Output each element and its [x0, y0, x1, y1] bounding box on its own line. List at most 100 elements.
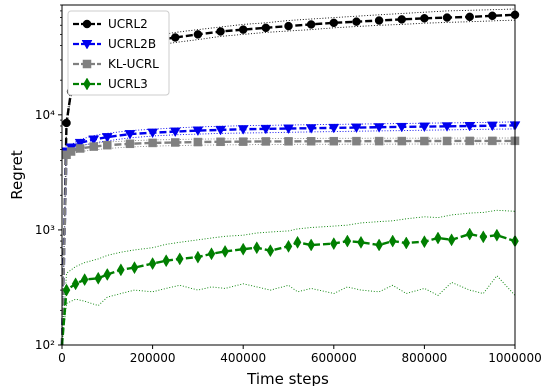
legend-box [67, 10, 170, 96]
data-point [374, 16, 384, 25]
data-point [351, 123, 362, 134]
data-point [66, 147, 76, 156]
data-point [375, 238, 383, 252]
data-point [207, 247, 216, 261]
confidence-upper-line [61, 209, 516, 346]
data-point [488, 136, 497, 146]
data-point [402, 236, 411, 250]
data-point [171, 33, 180, 42]
data-point [486, 121, 498, 132]
data-point [479, 230, 488, 244]
legend-entries: UCRL2 UCRL2B KL-UCRL UCRL3 [73, 17, 159, 91]
x-tick-label: 0 [58, 351, 66, 365]
legend-entry: UCRL2B [73, 37, 156, 51]
data-point [441, 122, 453, 132]
data-point [397, 15, 406, 24]
data-point [194, 250, 202, 264]
data-point [88, 135, 100, 146]
legend-entry: UCRL3 [73, 77, 148, 91]
data-point [343, 234, 352, 248]
data-point [117, 263, 125, 277]
data-point [420, 136, 429, 146]
data-point [464, 121, 476, 132]
x-tick-label: 200000 [130, 351, 176, 365]
data-point [193, 30, 203, 39]
legend-label: UCRL2 [108, 17, 148, 31]
data-point [388, 234, 397, 248]
y-tick-label: 10⁴ [35, 108, 55, 122]
legend-label: KL-UCRL [108, 57, 159, 71]
data-point [175, 252, 184, 266]
data-point [238, 25, 248, 34]
x-axis-title: Time steps [246, 370, 329, 386]
data-point [397, 136, 406, 146]
data-point [193, 137, 203, 147]
data-point [238, 137, 248, 146]
data-point [62, 283, 71, 297]
legend-marker [81, 40, 93, 50]
legend-marker [83, 77, 91, 91]
x-tick-label: 400000 [220, 351, 266, 365]
data-point [420, 14, 429, 23]
data-point [328, 123, 340, 134]
data-point [352, 17, 361, 26]
legend-label: UCRL2B [108, 37, 156, 51]
data-point [71, 277, 80, 291]
data-point [352, 136, 361, 146]
data-point [260, 124, 272, 135]
data-point [253, 241, 261, 255]
x-tick-label: 1000000 [488, 351, 541, 365]
legend-entry: UCRL2 [73, 17, 148, 31]
y-axis-title: Regret [8, 150, 26, 200]
data-point [396, 122, 408, 133]
data-point [293, 235, 302, 249]
x-tick-label: 800000 [401, 351, 447, 365]
data-point [74, 138, 86, 149]
data-point [103, 267, 112, 281]
y-tick-label: 10³ [35, 223, 55, 237]
data-point [75, 144, 85, 153]
data-point [148, 138, 157, 148]
x-tick-label: 600000 [311, 351, 357, 365]
data-point [306, 137, 316, 146]
data-point [62, 118, 71, 128]
data-point [418, 122, 430, 133]
data-point [261, 23, 271, 33]
data-point [284, 137, 293, 146]
data-point [493, 228, 501, 242]
data-point [305, 124, 317, 134]
data-point [357, 235, 365, 249]
data-point [447, 233, 456, 247]
legend-label: UCRL3 [108, 77, 148, 91]
data-point [80, 273, 89, 287]
data-point [442, 136, 452, 146]
data-point [330, 237, 338, 251]
data-point [237, 125, 249, 135]
data-point [192, 126, 204, 137]
data-point [215, 125, 226, 136]
data-point [169, 127, 181, 138]
axis-layer: 0 200000 400000 600000 800000 1000000 10² 10³ 10… [35, 4, 542, 365]
data-point [101, 133, 113, 143]
data-point [488, 11, 497, 21]
confidence-lower-line [61, 19, 516, 346]
series-ucrl3 [60, 209, 519, 346]
data-point [130, 261, 139, 275]
data-point [306, 20, 316, 29]
data-point [420, 235, 429, 249]
data-point [284, 21, 293, 31]
data-point [465, 136, 474, 146]
data-point [283, 124, 294, 135]
y-tick-label: 10² [35, 338, 55, 352]
data-point [103, 140, 112, 150]
legend-entry: KL-UCRL [73, 57, 159, 71]
legend-marker [82, 19, 92, 29]
data-point [221, 244, 229, 258]
data-point [148, 257, 157, 271]
data-point [89, 142, 98, 151]
data-point [216, 137, 225, 147]
data-point [162, 254, 170, 268]
data-point [465, 12, 474, 22]
data-point [94, 271, 103, 285]
